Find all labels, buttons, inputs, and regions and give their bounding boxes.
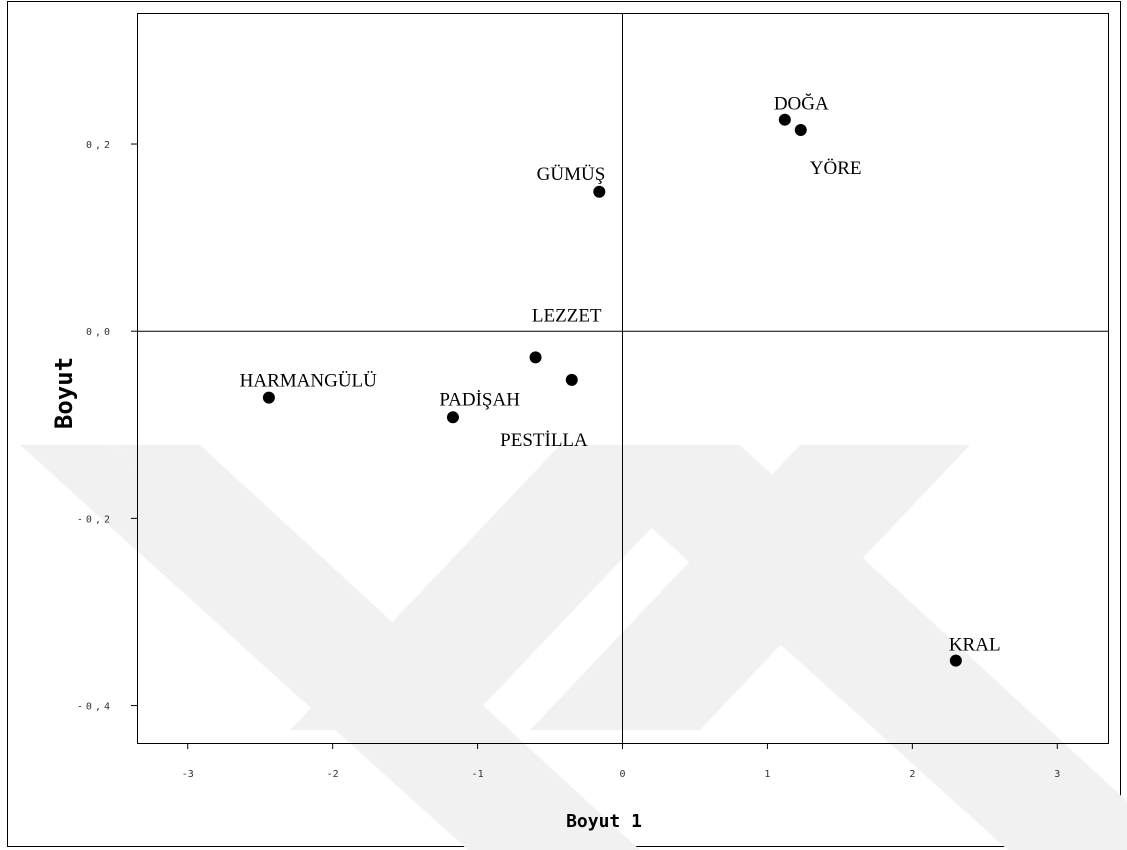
x-tick-label: 1 bbox=[764, 769, 770, 780]
point-label: LEZZET bbox=[532, 305, 602, 326]
point-label: KRAL bbox=[949, 635, 1001, 656]
x-tick-label: 0 bbox=[619, 769, 625, 780]
x-axis-title: Boyut 1 bbox=[566, 811, 642, 832]
x-tick-label: -1 bbox=[472, 769, 484, 780]
y-ticks: 0,2 0,0 -0,2 -0,4 bbox=[77, 140, 137, 713]
x-tick-label: -3 bbox=[182, 769, 194, 780]
data-point bbox=[593, 185, 606, 198]
data-point bbox=[565, 373, 578, 386]
x-tick-label: -2 bbox=[327, 769, 339, 780]
y-tick-label: -0,2 bbox=[77, 514, 113, 525]
data-point bbox=[529, 351, 542, 364]
data-point bbox=[949, 654, 962, 667]
point-label: YÖRE bbox=[810, 158, 862, 179]
point-label: PESTİLLA bbox=[500, 430, 588, 451]
data-point bbox=[794, 123, 807, 136]
point-label: GÜMÜŞ bbox=[537, 164, 606, 185]
point-label: DOĞA bbox=[774, 93, 829, 115]
y-tick-label: 0,0 bbox=[86, 327, 113, 338]
point-label: PADİŞAH bbox=[439, 389, 520, 410]
y-axis-title: Boyut bbox=[50, 357, 78, 429]
point-labels: DOĞA YÖRE GÜMÜŞ LEZZET PESTİLLA PADİŞAH HARMAN… bbox=[240, 93, 1001, 656]
y-tick-label: -0,4 bbox=[77, 702, 113, 713]
watermark bbox=[20, 445, 1127, 850]
x-ticks: -3 -2 -1 0 1 2 3 bbox=[182, 743, 1060, 780]
data-point bbox=[778, 113, 791, 126]
point-label: HARMANGÜLÜ bbox=[240, 371, 378, 392]
data-points bbox=[262, 113, 962, 667]
y-tick-label: 0,2 bbox=[86, 140, 113, 151]
x-tick-label: 3 bbox=[1054, 769, 1060, 780]
data-point bbox=[262, 391, 275, 404]
data-point bbox=[446, 411, 459, 424]
x-tick-label: 2 bbox=[909, 769, 915, 780]
